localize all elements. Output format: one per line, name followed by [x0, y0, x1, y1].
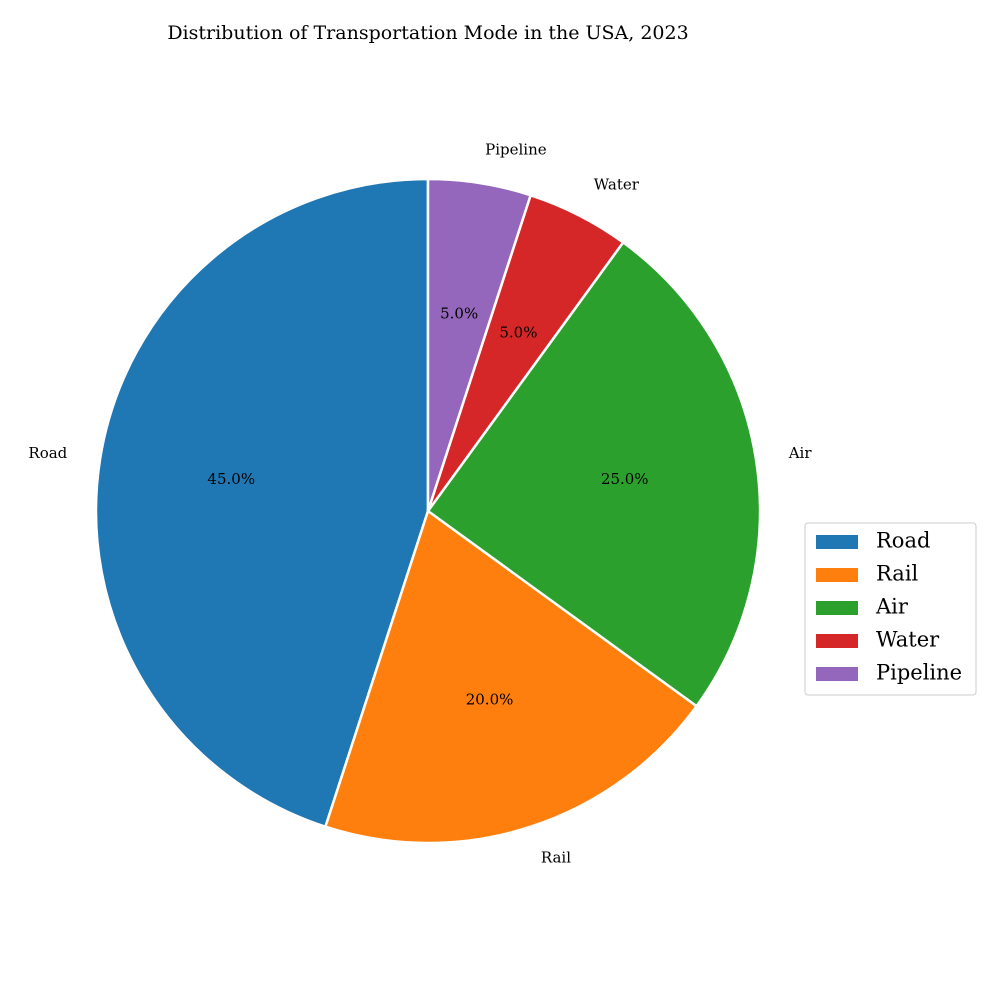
legend-swatch-road: [816, 535, 858, 549]
legend-swatch-pipeline: [816, 667, 858, 681]
slice-label-air: Air: [788, 444, 813, 462]
legend-swatch-water: [816, 634, 858, 648]
pct-label-rail: 20.0%: [466, 690, 514, 708]
pie-slice-pipeline: [426, 177, 532, 513]
legend-label-air: Air: [875, 595, 909, 619]
legend: Road Rail Air Water Pipeline: [804, 522, 977, 696]
pie-slice-road: [94, 177, 430, 829]
percentage-labels: 45.0% 20.0% 25.0% 5.0% 5.0%: [207, 304, 648, 708]
slice-label-rail: Rail: [541, 848, 571, 866]
legend-label-water: Water: [876, 628, 940, 652]
chart-title: Distribution of Transportation Mode in t…: [167, 22, 688, 44]
legend-label-pipeline: Pipeline: [876, 661, 962, 685]
slice-label-road: Road: [28, 444, 67, 462]
slice-label-water: Water: [594, 176, 640, 194]
pct-label-water: 5.0%: [499, 324, 537, 342]
legend-label-road: Road: [876, 529, 930, 553]
legend-label-rail: Rail: [876, 562, 919, 586]
slice-label-pipeline: Pipeline: [485, 140, 547, 158]
legend-swatch-rail: [816, 568, 858, 582]
pie-slices: [94, 177, 762, 845]
pie-slice-rail: [324, 509, 698, 845]
pie-slice-air: [426, 241, 762, 708]
legend-items: Road Rail Air Water Pipeline: [816, 529, 962, 685]
pct-label-road: 45.0%: [207, 470, 255, 488]
slice-labels: Road Rail Air Water Pipeline: [28, 140, 812, 866]
legend-swatch-air: [816, 601, 858, 615]
pct-label-air: 25.0%: [601, 470, 649, 488]
pct-label-pipeline: 5.0%: [440, 304, 478, 322]
legend-frame: [804, 522, 977, 696]
